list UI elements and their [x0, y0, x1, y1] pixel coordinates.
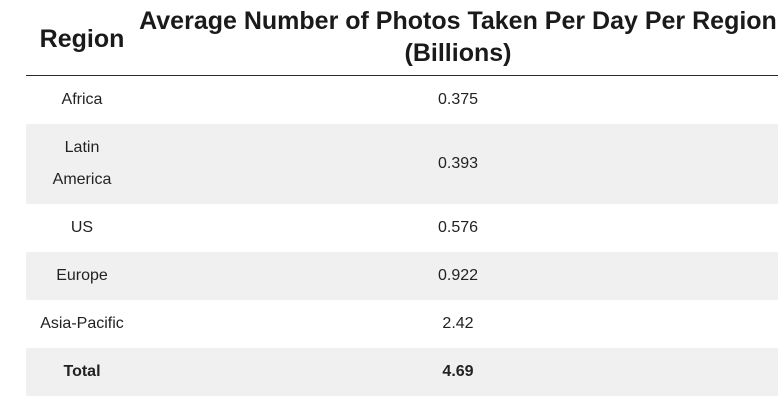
- column-header-photos: Average Number of Photos Taken Per Day P…: [139, 6, 777, 67]
- region-label: Asia-Pacific: [40, 315, 124, 332]
- table-body: Africa 0.375 Latin America 0.393 US 0.57…: [26, 76, 778, 396]
- region-cell: US: [26, 204, 138, 252]
- total-value-cell: 4.69: [442, 363, 474, 380]
- region-label: Latin America: [52, 139, 112, 188]
- region-label: Europe: [56, 267, 108, 284]
- table-row: Latin America 0.393: [26, 124, 778, 204]
- region-label: Africa: [61, 91, 103, 108]
- column-header-region: Region: [39, 25, 125, 53]
- value-cell: 0.393: [437, 155, 479, 172]
- value-cell: 0.375: [437, 91, 479, 108]
- table-header-row: Region Average Number of Photos Taken Pe…: [26, 0, 778, 76]
- value-cell: 2.42: [442, 315, 474, 332]
- region-cell: Latin America: [26, 124, 138, 204]
- total-row: Total 4.69: [26, 348, 778, 396]
- table-row: Europe 0.922: [26, 252, 778, 300]
- photos-table: Region Average Number of Photos Taken Pe…: [26, 0, 778, 396]
- region-cell: Asia-Pacific: [26, 300, 138, 348]
- total-label: Total: [63, 363, 101, 380]
- table-row: US 0.576: [26, 204, 778, 252]
- region-cell: Europe: [26, 252, 138, 300]
- table-row: Asia-Pacific 2.42: [26, 300, 778, 348]
- value-cell: 0.922: [437, 267, 479, 284]
- region-label: US: [70, 219, 94, 236]
- total-label-cell: Total: [26, 348, 138, 396]
- table-row: Africa 0.375: [26, 76, 778, 124]
- value-cell: 0.576: [437, 219, 479, 236]
- region-cell: Africa: [26, 76, 138, 124]
